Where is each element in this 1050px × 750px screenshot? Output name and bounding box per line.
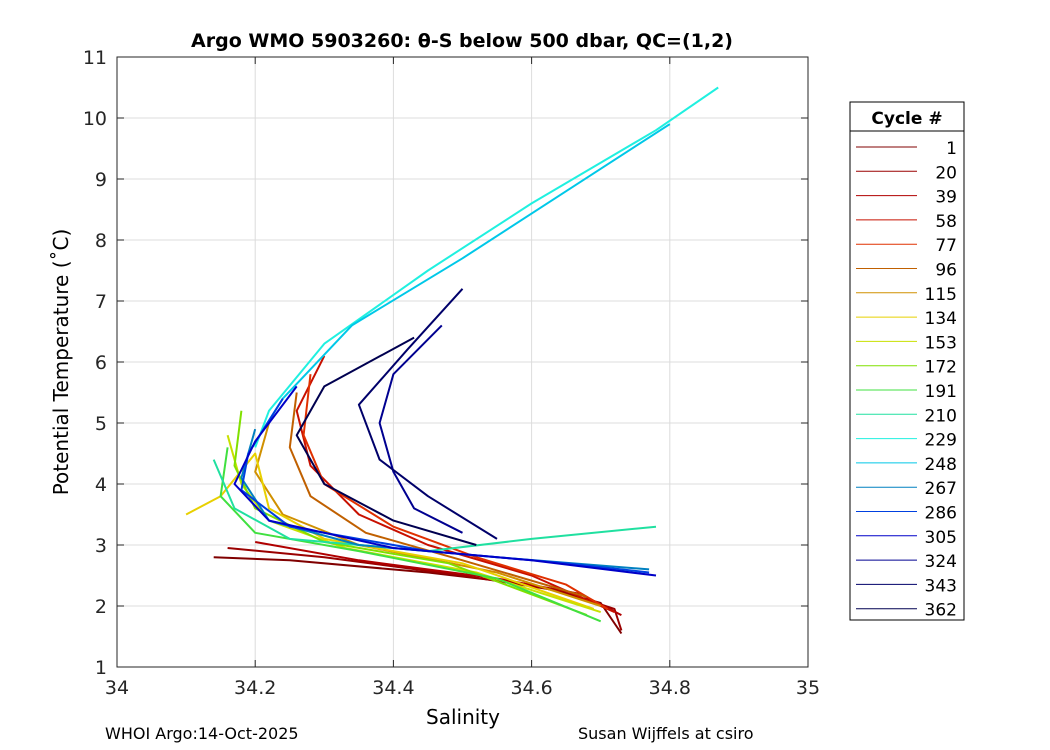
grid-lines — [116, 56, 809, 668]
y-axis-label: Potential Temperature (˚C) — [49, 229, 73, 496]
legend-label-58: 58 — [935, 212, 957, 232]
legend-label-248: 248 — [925, 455, 957, 475]
legend-label-305: 305 — [925, 528, 957, 548]
legend-label-77: 77 — [935, 236, 957, 256]
legend-label-134: 134 — [925, 309, 957, 329]
series-line-cycle-343 — [357, 288, 498, 540]
legend-label-286: 286 — [925, 504, 957, 524]
footer-credit-right: Susan Wijffels at csiro — [578, 724, 754, 743]
legend-label-343: 343 — [925, 576, 957, 596]
y-tick-label: 7 — [95, 291, 107, 313]
legend-label-20: 20 — [935, 163, 957, 183]
y-tick-label: 5 — [95, 413, 107, 435]
series-line-cycle-96 — [288, 392, 588, 598]
x-tick-labels: 34 34.2 34.4 34.6 34.8 35 — [105, 677, 820, 699]
y-tick-label: 11 — [83, 47, 107, 69]
y-tick-label: 8 — [95, 230, 107, 252]
footer-credit-left: WHOI Argo:14-Oct-2025 — [105, 724, 299, 743]
x-tick-label: 34.2 — [234, 677, 276, 699]
legend-label-229: 229 — [925, 431, 957, 451]
legend: Cycle # 1 20 39 58 77 96 115 134 153 172 191 210 229… — [849, 101, 965, 621]
chart-title: Argo WMO 5903260: θ-S below 500 dbar, QC… — [191, 30, 733, 52]
y-tick-label: 9 — [95, 169, 107, 191]
y-tick-label: 1 — [95, 657, 107, 679]
legend-label-115: 115 — [925, 285, 957, 305]
legend-label-362: 362 — [925, 601, 957, 621]
y-tick-label: 10 — [83, 108, 107, 130]
y-tick-label: 2 — [95, 596, 107, 618]
series-line-cycle-305 — [233, 385, 657, 577]
y-tick-labels: 1 2 3 4 5 6 7 8 9 10 11 — [83, 47, 107, 679]
x-tick-label: 35 — [796, 677, 820, 699]
x-axis-label: Salinity — [426, 705, 500, 729]
legend-label-324: 324 — [925, 552, 957, 572]
plot-frame — [116, 56, 809, 668]
x-tick-label: 34.4 — [372, 677, 414, 699]
series-line-cycle-191 — [219, 447, 602, 623]
y-tick-label: 6 — [95, 352, 107, 374]
y-tick-label: 4 — [95, 474, 107, 496]
legend-label-153: 153 — [925, 333, 957, 353]
x-tick-label: 34.8 — [649, 677, 691, 699]
axes — [116, 56, 809, 668]
legend-label-172: 172 — [925, 358, 957, 378]
legend-label-1: 1 — [946, 139, 957, 159]
legend-label-191: 191 — [925, 382, 957, 402]
legend-label-39: 39 — [935, 188, 957, 208]
legend-title: Cycle # — [871, 109, 942, 129]
legend-label-210: 210 — [925, 406, 957, 426]
x-tick-label: 34 — [105, 677, 129, 699]
series-line-cycle-58 — [295, 355, 615, 614]
x-tick-label: 34.6 — [510, 677, 552, 699]
series-line-cycle-229 — [254, 86, 719, 448]
legend-label-96: 96 — [935, 261, 957, 281]
y-tick-label: 3 — [95, 535, 107, 557]
legend-label-267: 267 — [925, 479, 957, 499]
series-line-cycle-77 — [302, 374, 609, 610]
series-line-cycle-362 — [295, 336, 477, 546]
series-lines — [185, 86, 719, 635]
series-line-cycle-324 — [378, 324, 463, 534]
